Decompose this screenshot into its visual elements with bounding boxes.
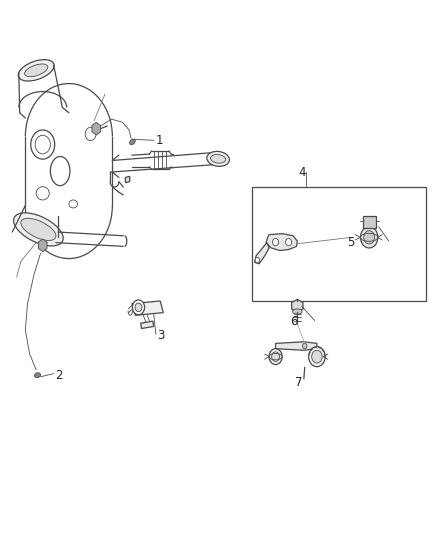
Ellipse shape <box>69 200 78 208</box>
Ellipse shape <box>255 257 259 263</box>
Polygon shape <box>39 239 47 252</box>
Ellipse shape <box>21 219 56 240</box>
Polygon shape <box>254 243 269 264</box>
Ellipse shape <box>135 303 142 312</box>
Ellipse shape <box>303 343 307 349</box>
Ellipse shape <box>269 349 282 365</box>
Ellipse shape <box>36 187 49 200</box>
Ellipse shape <box>360 227 378 248</box>
Polygon shape <box>292 300 303 312</box>
Bar <box>252 187 426 301</box>
Ellipse shape <box>293 309 302 314</box>
Polygon shape <box>276 342 317 350</box>
Ellipse shape <box>312 350 322 363</box>
Ellipse shape <box>25 64 48 77</box>
Ellipse shape <box>35 135 50 154</box>
Ellipse shape <box>309 346 325 367</box>
Text: 5: 5 <box>347 236 355 249</box>
Polygon shape <box>92 122 101 135</box>
Ellipse shape <box>272 238 279 246</box>
Text: 1: 1 <box>156 134 163 147</box>
Text: 6: 6 <box>290 315 297 328</box>
Ellipse shape <box>207 151 230 166</box>
Ellipse shape <box>31 130 55 159</box>
Ellipse shape <box>130 139 135 144</box>
Polygon shape <box>266 233 297 251</box>
Ellipse shape <box>85 127 96 141</box>
Ellipse shape <box>50 157 70 185</box>
Ellipse shape <box>286 238 292 246</box>
Polygon shape <box>363 216 376 228</box>
Ellipse shape <box>14 213 63 246</box>
Ellipse shape <box>132 300 145 315</box>
Ellipse shape <box>272 352 279 361</box>
Text: 4: 4 <box>299 166 306 179</box>
Ellipse shape <box>364 231 374 244</box>
Text: 2: 2 <box>55 369 63 382</box>
Ellipse shape <box>35 373 41 378</box>
Text: 7: 7 <box>295 376 303 389</box>
Ellipse shape <box>18 60 54 81</box>
Polygon shape <box>141 321 154 328</box>
Ellipse shape <box>211 155 226 163</box>
Polygon shape <box>125 176 130 183</box>
Polygon shape <box>132 301 163 316</box>
Text: 3: 3 <box>157 329 164 342</box>
